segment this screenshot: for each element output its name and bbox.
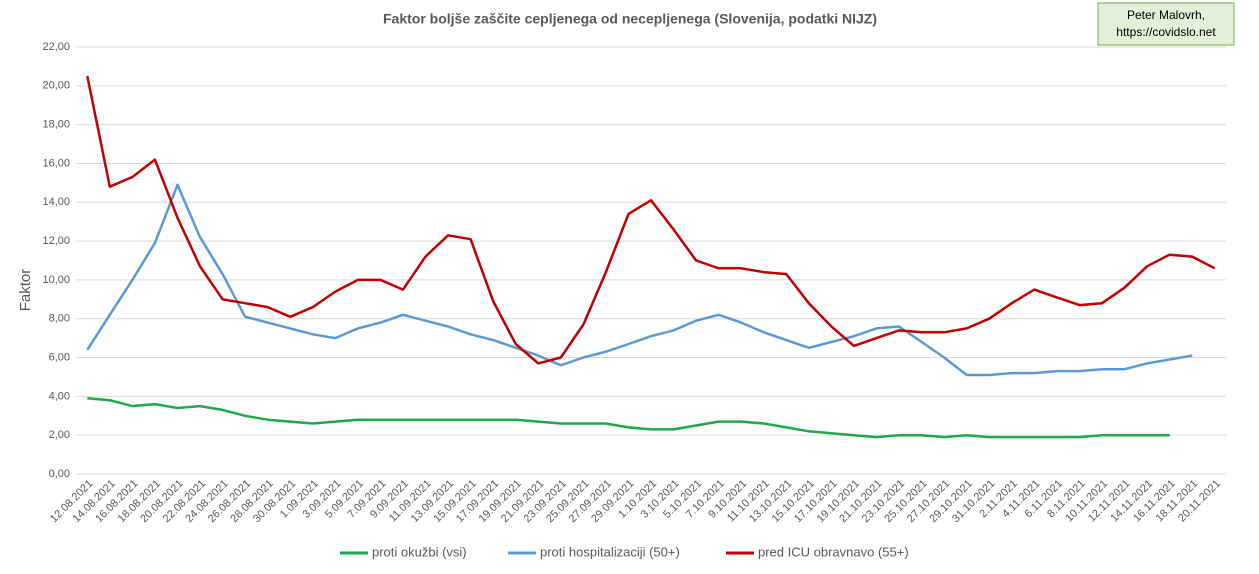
y-tick-label: 6,00 bbox=[49, 351, 70, 363]
annotation: Peter Malovrh, bbox=[1127, 8, 1205, 22]
y-tick-label: 22,00 bbox=[42, 41, 70, 53]
series-line bbox=[87, 397, 1170, 439]
annotation-box bbox=[1097, 2, 1235, 46]
y-tick-label: 18,00 bbox=[42, 119, 70, 131]
y-tick-label: 10,00 bbox=[42, 274, 70, 286]
legend-label: proti hospitalizaciji (50+) bbox=[540, 544, 680, 559]
y-tick-label: 12,00 bbox=[42, 235, 70, 247]
y-tick-label: 2,00 bbox=[49, 429, 70, 441]
y-tick-label: 14,00 bbox=[42, 196, 70, 208]
y-tick-label: 4,00 bbox=[49, 390, 70, 402]
y-axis-label: Faktor bbox=[17, 269, 34, 312]
legend-label: proti okužbi (vsi) bbox=[372, 544, 467, 559]
series-line bbox=[86, 75, 1216, 365]
series-line bbox=[86, 183, 1193, 377]
y-tick-label: 0,00 bbox=[49, 468, 70, 480]
annotation: https://covidslo.net bbox=[1116, 25, 1216, 39]
y-tick-label: 20,00 bbox=[42, 80, 70, 92]
legend-label: pred ICU obravnavo (55+) bbox=[758, 544, 909, 559]
y-tick-label: 16,00 bbox=[42, 157, 70, 169]
y-tick-label: 8,00 bbox=[49, 313, 70, 325]
chart-title: Faktor boljše zaščite cepljenega od nece… bbox=[383, 11, 877, 27]
